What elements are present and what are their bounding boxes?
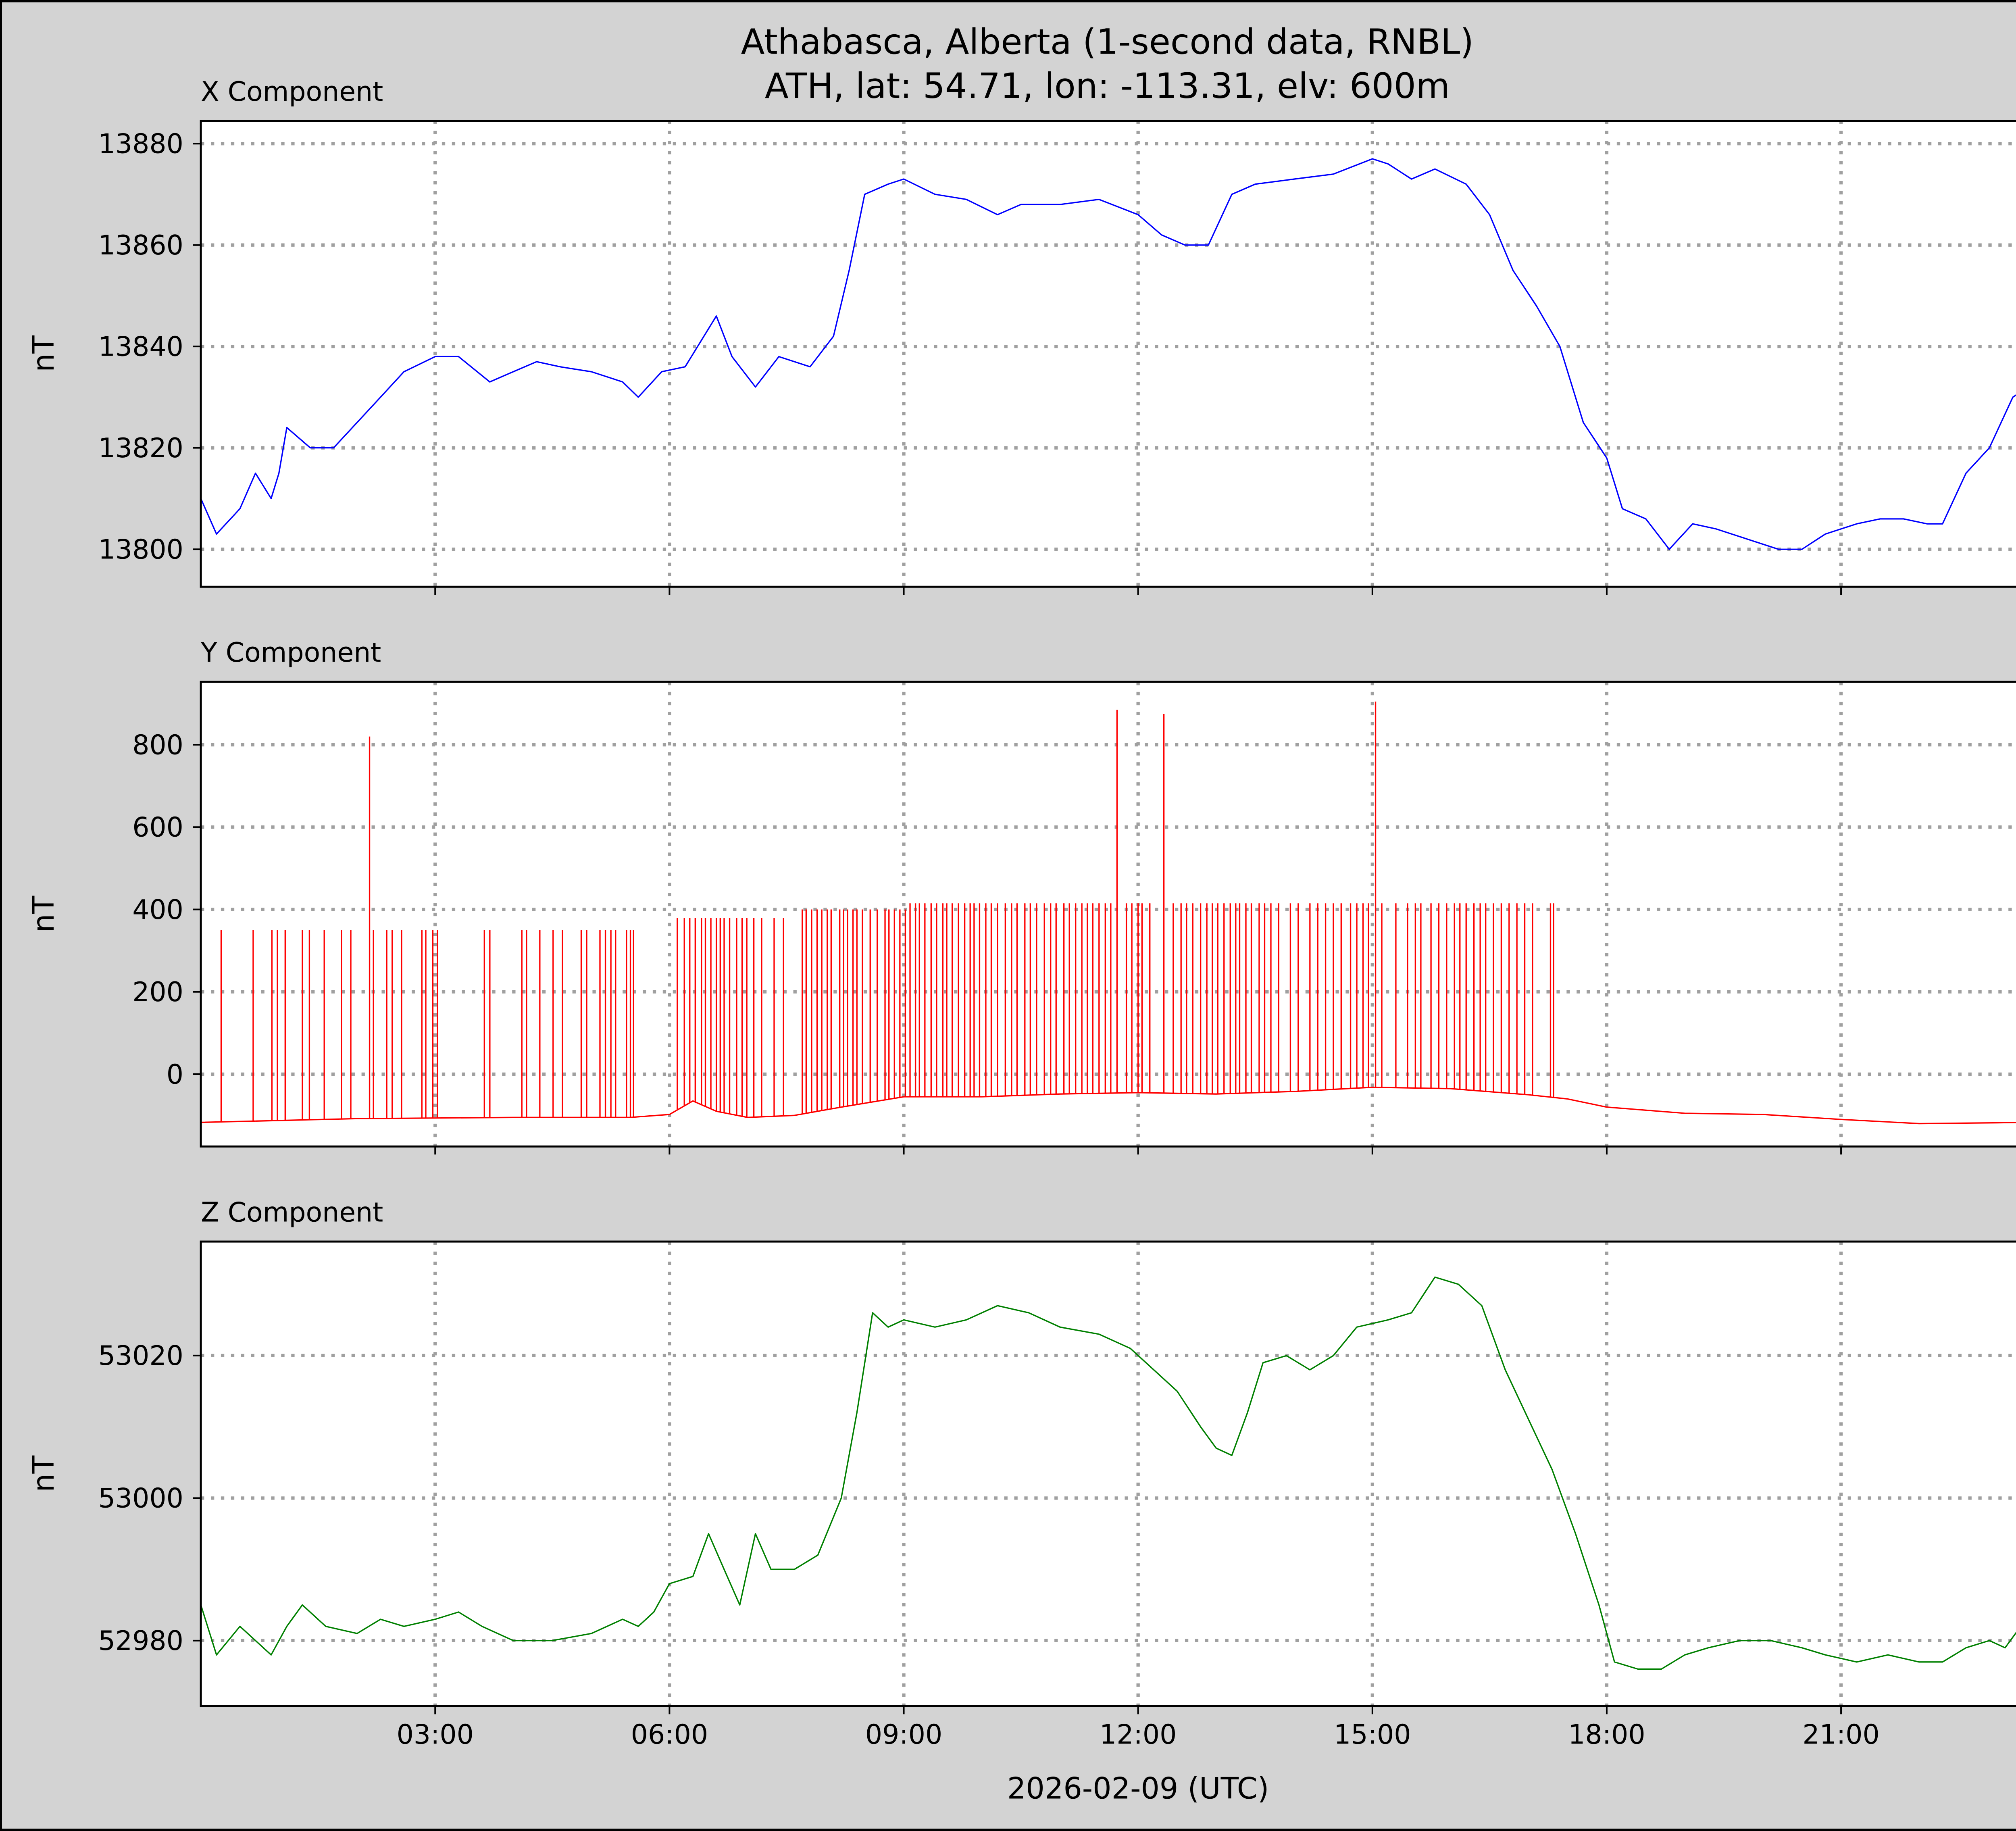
chart-title: Athabasca, Alberta (1-second data, RNBL) — [741, 22, 1474, 62]
y-tick-label: 53020 — [98, 1340, 183, 1371]
y-tick-label: 52980 — [98, 1625, 183, 1656]
y-tick-label: 200 — [132, 976, 183, 1008]
y-axis-label: nT — [27, 335, 61, 372]
plot-area — [201, 682, 2016, 1147]
x-tick-label: 12:00 — [1100, 1719, 1177, 1750]
axes-frame — [200, 120, 2016, 588]
y-tick-label: 53000 — [98, 1483, 183, 1514]
y-tick-label: 800 — [132, 729, 183, 760]
chart-subtitle: ATH, lat: 54.71, lon: -113.31, elv: 600m — [765, 66, 1450, 106]
panel-x-component: X Component nT 13800 13820 13840 13860 13880 — [27, 76, 2016, 595]
y-tick-label: 13840 — [98, 331, 183, 362]
series-line — [200, 158, 2016, 550]
x-tick-label: 03:00 — [397, 1719, 474, 1750]
axes-frame — [200, 681, 2016, 1148]
panel-title: X Component — [201, 76, 383, 107]
y-tick-label: 13880 — [98, 128, 183, 159]
series-line — [200, 1276, 2016, 1670]
y-tick-label: 13800 — [98, 533, 183, 565]
y-tick-label: 600 — [132, 812, 183, 843]
x-tick-label: 06:00 — [631, 1719, 708, 1750]
y-axis-label: nT — [27, 1455, 61, 1492]
panel-z-component: Z Component nT 03:00 06:00 09:00 12:00 15:00 18… — [27, 1196, 2016, 1750]
y-axis-label: nT — [27, 896, 61, 932]
y-tick-label: 13860 — [98, 229, 183, 261]
x-tick-label: 18:00 — [1568, 1719, 1645, 1750]
x-tick-label: 21:00 — [1802, 1719, 1879, 1750]
plot-area — [201, 1241, 2016, 1706]
x-axis-label: 2026-02-09 (UTC) — [1007, 1772, 1269, 1806]
y-tick-label: 0 — [167, 1058, 183, 1090]
x-tick-label: 15:00 — [1334, 1719, 1411, 1750]
panel-title: Z Component — [201, 1196, 383, 1228]
panel-y-component: Y Component nT 0 200 400 600 800 — [27, 637, 2016, 1155]
x-tick-label: 09:00 — [865, 1719, 942, 1750]
y-tick-label: 13820 — [98, 432, 183, 464]
axes-frame — [200, 1240, 2016, 1707]
panel-title: Y Component — [200, 637, 381, 668]
y-tick-label: 400 — [132, 894, 183, 925]
plot-area — [201, 121, 2016, 587]
